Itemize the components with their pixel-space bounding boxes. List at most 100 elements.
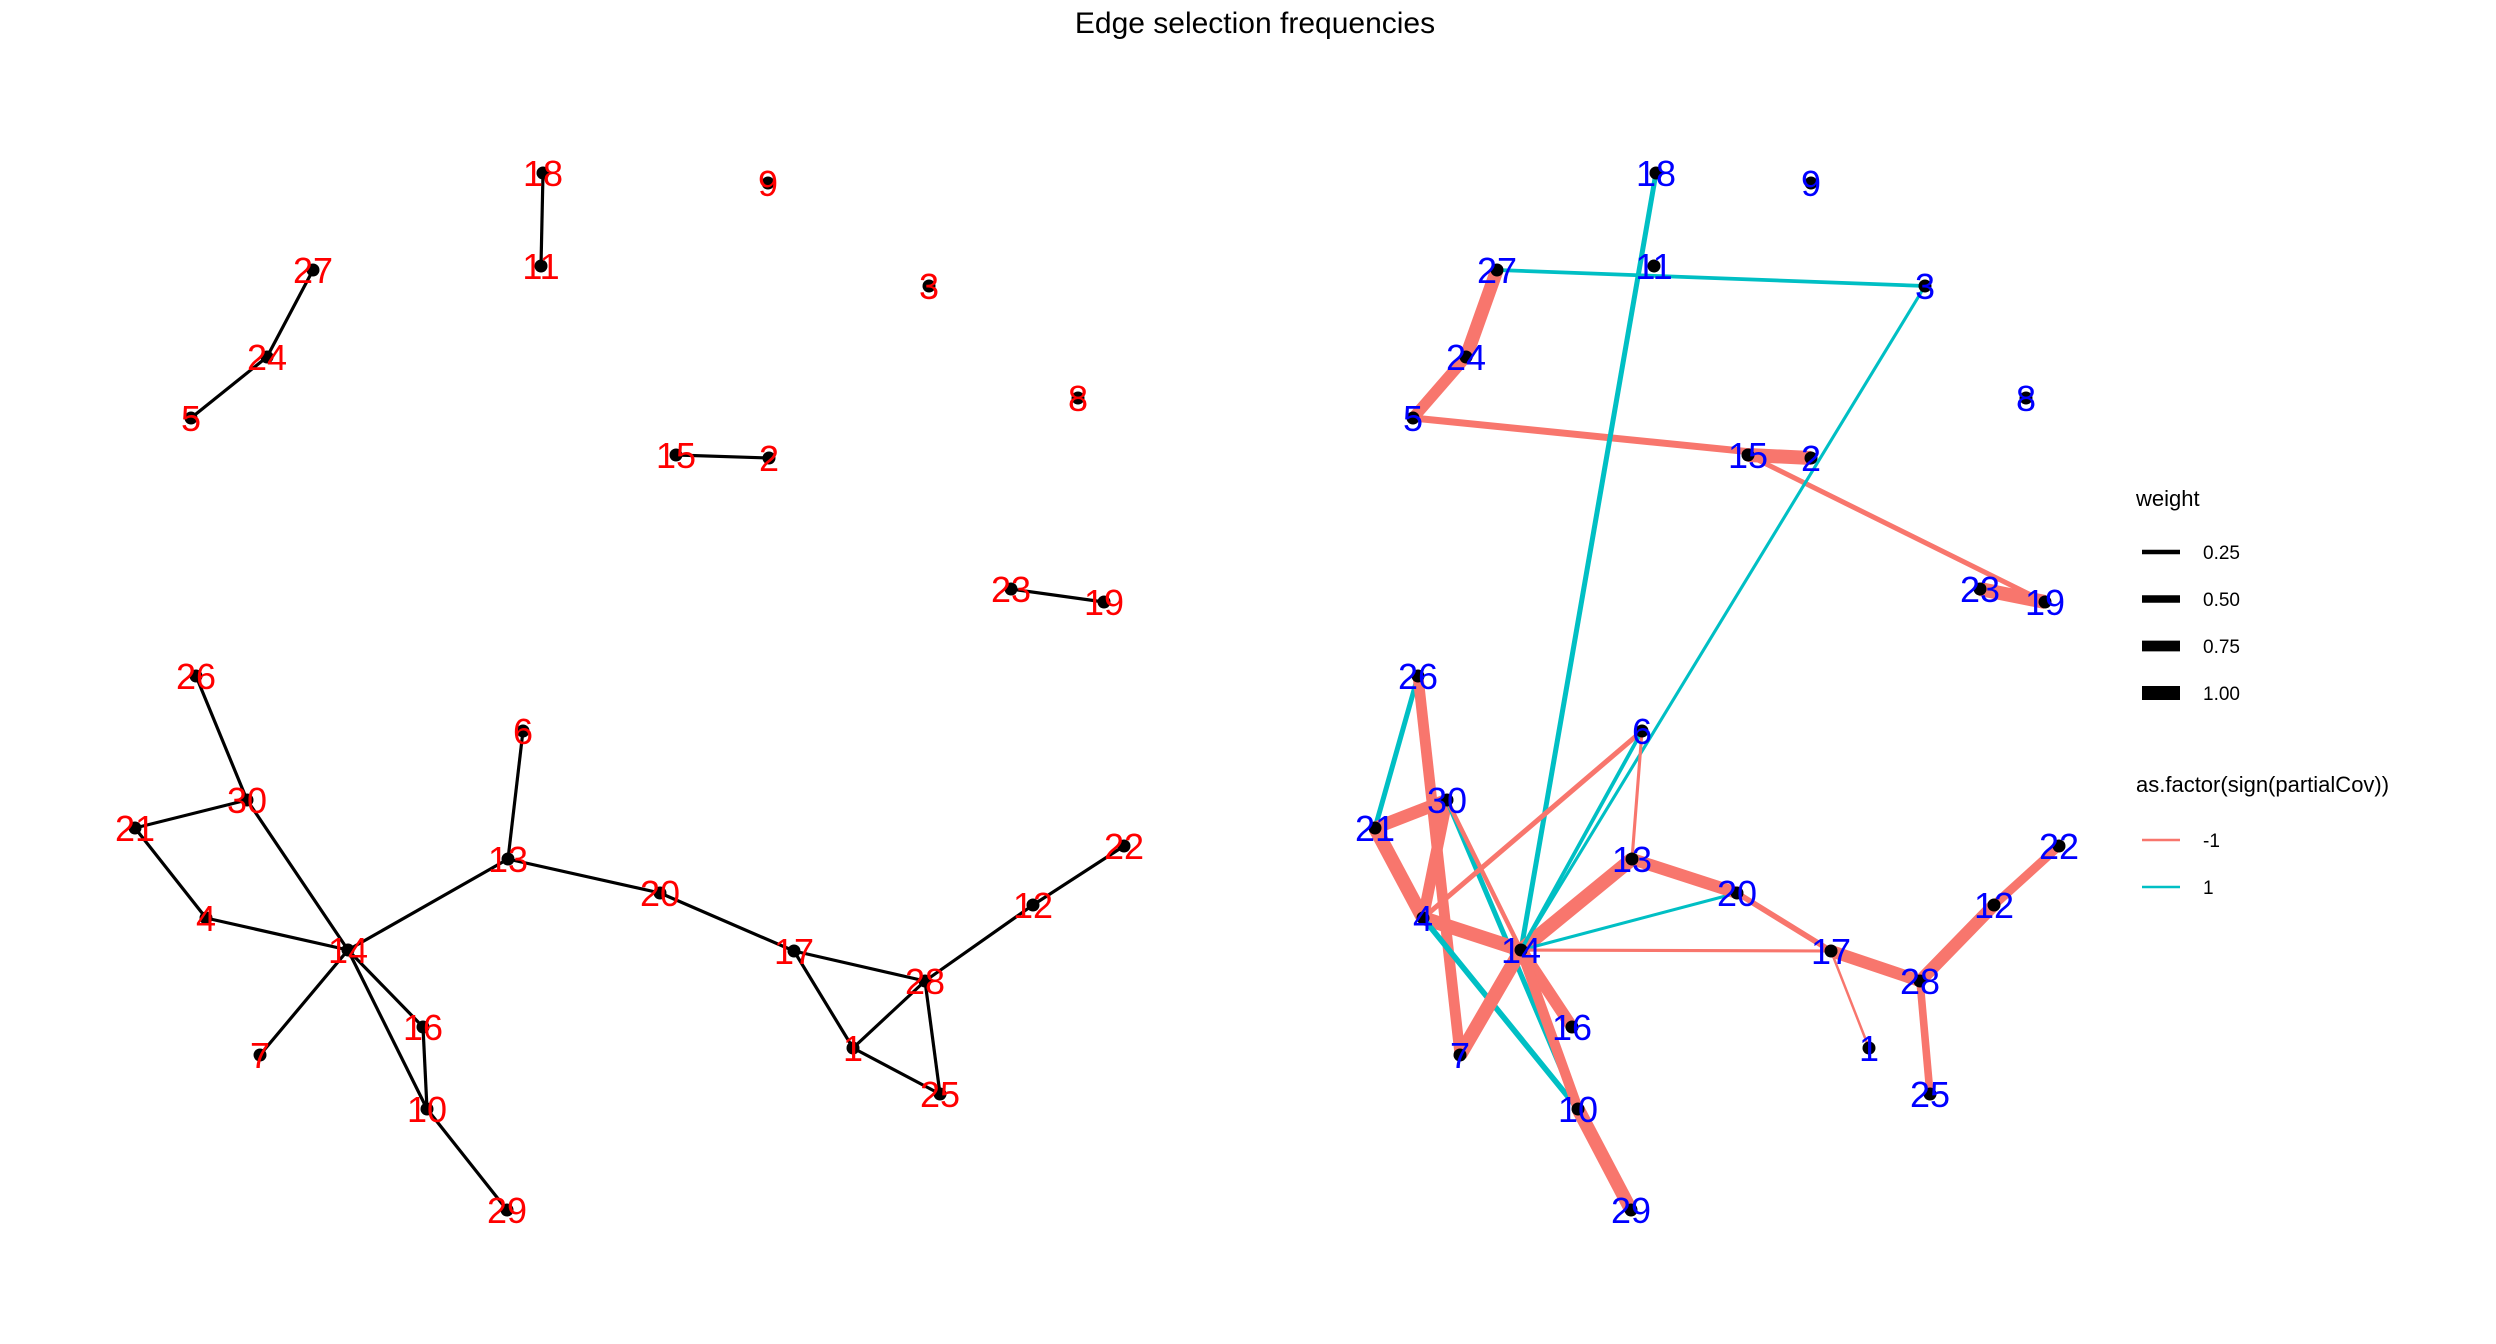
left-node-label-5: 5: [181, 398, 201, 439]
left-node-label-22: 22: [1104, 826, 1144, 867]
right-edge-4-14: [1420, 911, 1524, 957]
left-node-label-8: 8: [1068, 378, 1088, 419]
right-node-point-19: [2038, 595, 2052, 609]
right-node-label-11: 11: [1635, 246, 1672, 287]
left-edge-4-14: [205, 916, 349, 952]
right-edge-4-6: [1421, 729, 1644, 920]
right-node-point-20: [1730, 886, 1744, 900]
right-edge-12-22: [1991, 842, 2062, 909]
right-edge-30-14: [1445, 799, 1523, 951]
right-node-label-28: 28: [1900, 961, 1940, 1002]
right-node-point-21: [1368, 821, 1382, 835]
left-node-label-7: 7: [250, 1035, 270, 1076]
right-node-label-13: 13: [1612, 839, 1652, 880]
right-node-point-3: [1918, 279, 1932, 293]
legend-weight-label: 0.75: [2203, 637, 2240, 658]
left-node-point-21: [128, 821, 142, 835]
left-node-point-27: [306, 263, 320, 277]
left-node-label-11: 11: [522, 246, 559, 287]
right-edge-17-28: [1829, 945, 1922, 987]
right-node-label-25: 25: [1910, 1074, 1950, 1115]
left-edge-20-17: [659, 891, 795, 953]
left-edge-16-10: [421, 1026, 429, 1110]
left-node-point-4: [199, 911, 213, 925]
right-edge-27-3: [1496, 268, 1926, 288]
left-edge-30-21: [134, 798, 248, 830]
right-node-point-18: [1649, 166, 1663, 180]
left-node-label-24: 24: [247, 337, 287, 378]
left-node-point-19: [1097, 595, 1111, 609]
right-node-point-23: [1973, 582, 1987, 596]
right-node-point-13: [1625, 852, 1639, 866]
right-node-point-8: [2019, 391, 2033, 405]
right-node-label-12: 12: [1974, 885, 2014, 926]
left-node-point-17: [787, 944, 801, 958]
left-node-point-29: [500, 1203, 514, 1217]
right-edge-14-6: [1519, 730, 1644, 951]
right-edge-21-30: [1372, 794, 1450, 834]
right-edge-28-25: [1916, 980, 1934, 1095]
right-edge-14-17: [1520, 948, 1832, 953]
left-edge-1-25: [852, 1046, 941, 1096]
left-edge-13-6: [506, 730, 525, 860]
left-edge-14-13: [347, 857, 509, 952]
left-node-label-26: 26: [176, 656, 216, 697]
legend-weight-label: 0.25: [2203, 543, 2240, 564]
right-edge-30-4: [1417, 798, 1453, 920]
legend-color-items: -1 1: [2142, 831, 2220, 899]
right-node-label-4: 4: [1413, 898, 1433, 939]
left-node-label-17: 17: [774, 931, 814, 972]
left-node-label-4: 4: [196, 898, 216, 939]
left-edge-17-28: [793, 949, 926, 983]
left-node-label-16: 16: [403, 1007, 443, 1048]
left-node-point-5: [184, 411, 198, 425]
right-node-point-1: [1862, 1041, 1876, 1055]
right-node-label-17: 17: [1811, 931, 1851, 972]
right-node-label-30: 30: [1427, 780, 1467, 821]
right-edge-24-5: [1408, 353, 1471, 422]
left-node-point-18: [536, 166, 550, 180]
right-edge-14-10: [1516, 948, 1583, 1111]
right-node-point-10: [1571, 1102, 1585, 1116]
right-node-point-22: [2052, 839, 2066, 853]
right-node-label-7: 7: [1450, 1035, 1470, 1076]
left-edge-15-2: [675, 453, 770, 460]
left-node-label-27: 27: [293, 250, 333, 291]
right-node-label-10: 10: [1558, 1089, 1598, 1130]
right-edge-10-29: [1572, 1105, 1637, 1214]
left-node-label-12: 12: [1013, 885, 1053, 926]
right-node-point-26: [1411, 669, 1425, 683]
right-graph-edges: [1368, 172, 2062, 1214]
left-node-label-15: 15: [656, 435, 696, 476]
left-node-label-13: 13: [488, 839, 528, 880]
right-node-point-29: [1624, 1203, 1638, 1217]
legend: weight 0.25 0.50 0.75 1.00 as.factor(sign(p…: [2135, 486, 2389, 899]
right-node-label-6: 6: [1632, 711, 1652, 752]
left-edge-27-24: [265, 269, 315, 358]
right-node-point-17: [1824, 944, 1838, 958]
left-node-label-30: 30: [227, 780, 267, 821]
right-node-label-29: 29: [1611, 1190, 1651, 1231]
left-edge-1-28: [851, 979, 927, 1050]
right-edge-14-20: [1520, 891, 1738, 952]
left-edge-14-16: [346, 948, 425, 1029]
right-edge-3-14: [1519, 285, 1927, 951]
left-node-label-19: 19: [1084, 582, 1124, 623]
figure-title: Edge selection frequencies: [1075, 7, 1435, 40]
right-edge-4-10: [1420, 916, 1581, 1111]
left-edge-14-10: [346, 949, 429, 1110]
right-node-label-19: 19: [2025, 582, 2065, 623]
right-node-point-6: [1635, 724, 1649, 738]
left-node-point-25: [933, 1087, 947, 1101]
left-node-label-28: 28: [905, 961, 945, 1002]
left-edge-21-4: [133, 827, 208, 919]
left-node-point-15: [669, 448, 683, 462]
right-edge-27-24: [1459, 267, 1504, 360]
left-node-point-23: [1004, 582, 1018, 596]
right-edge-17-1: [1829, 950, 1871, 1049]
legend-weight-label: 1.00: [2203, 684, 2240, 705]
right-edge-14-13: [1516, 853, 1637, 956]
left-node-label-9: 9: [758, 163, 778, 204]
right-node-point-28: [1913, 974, 1927, 988]
